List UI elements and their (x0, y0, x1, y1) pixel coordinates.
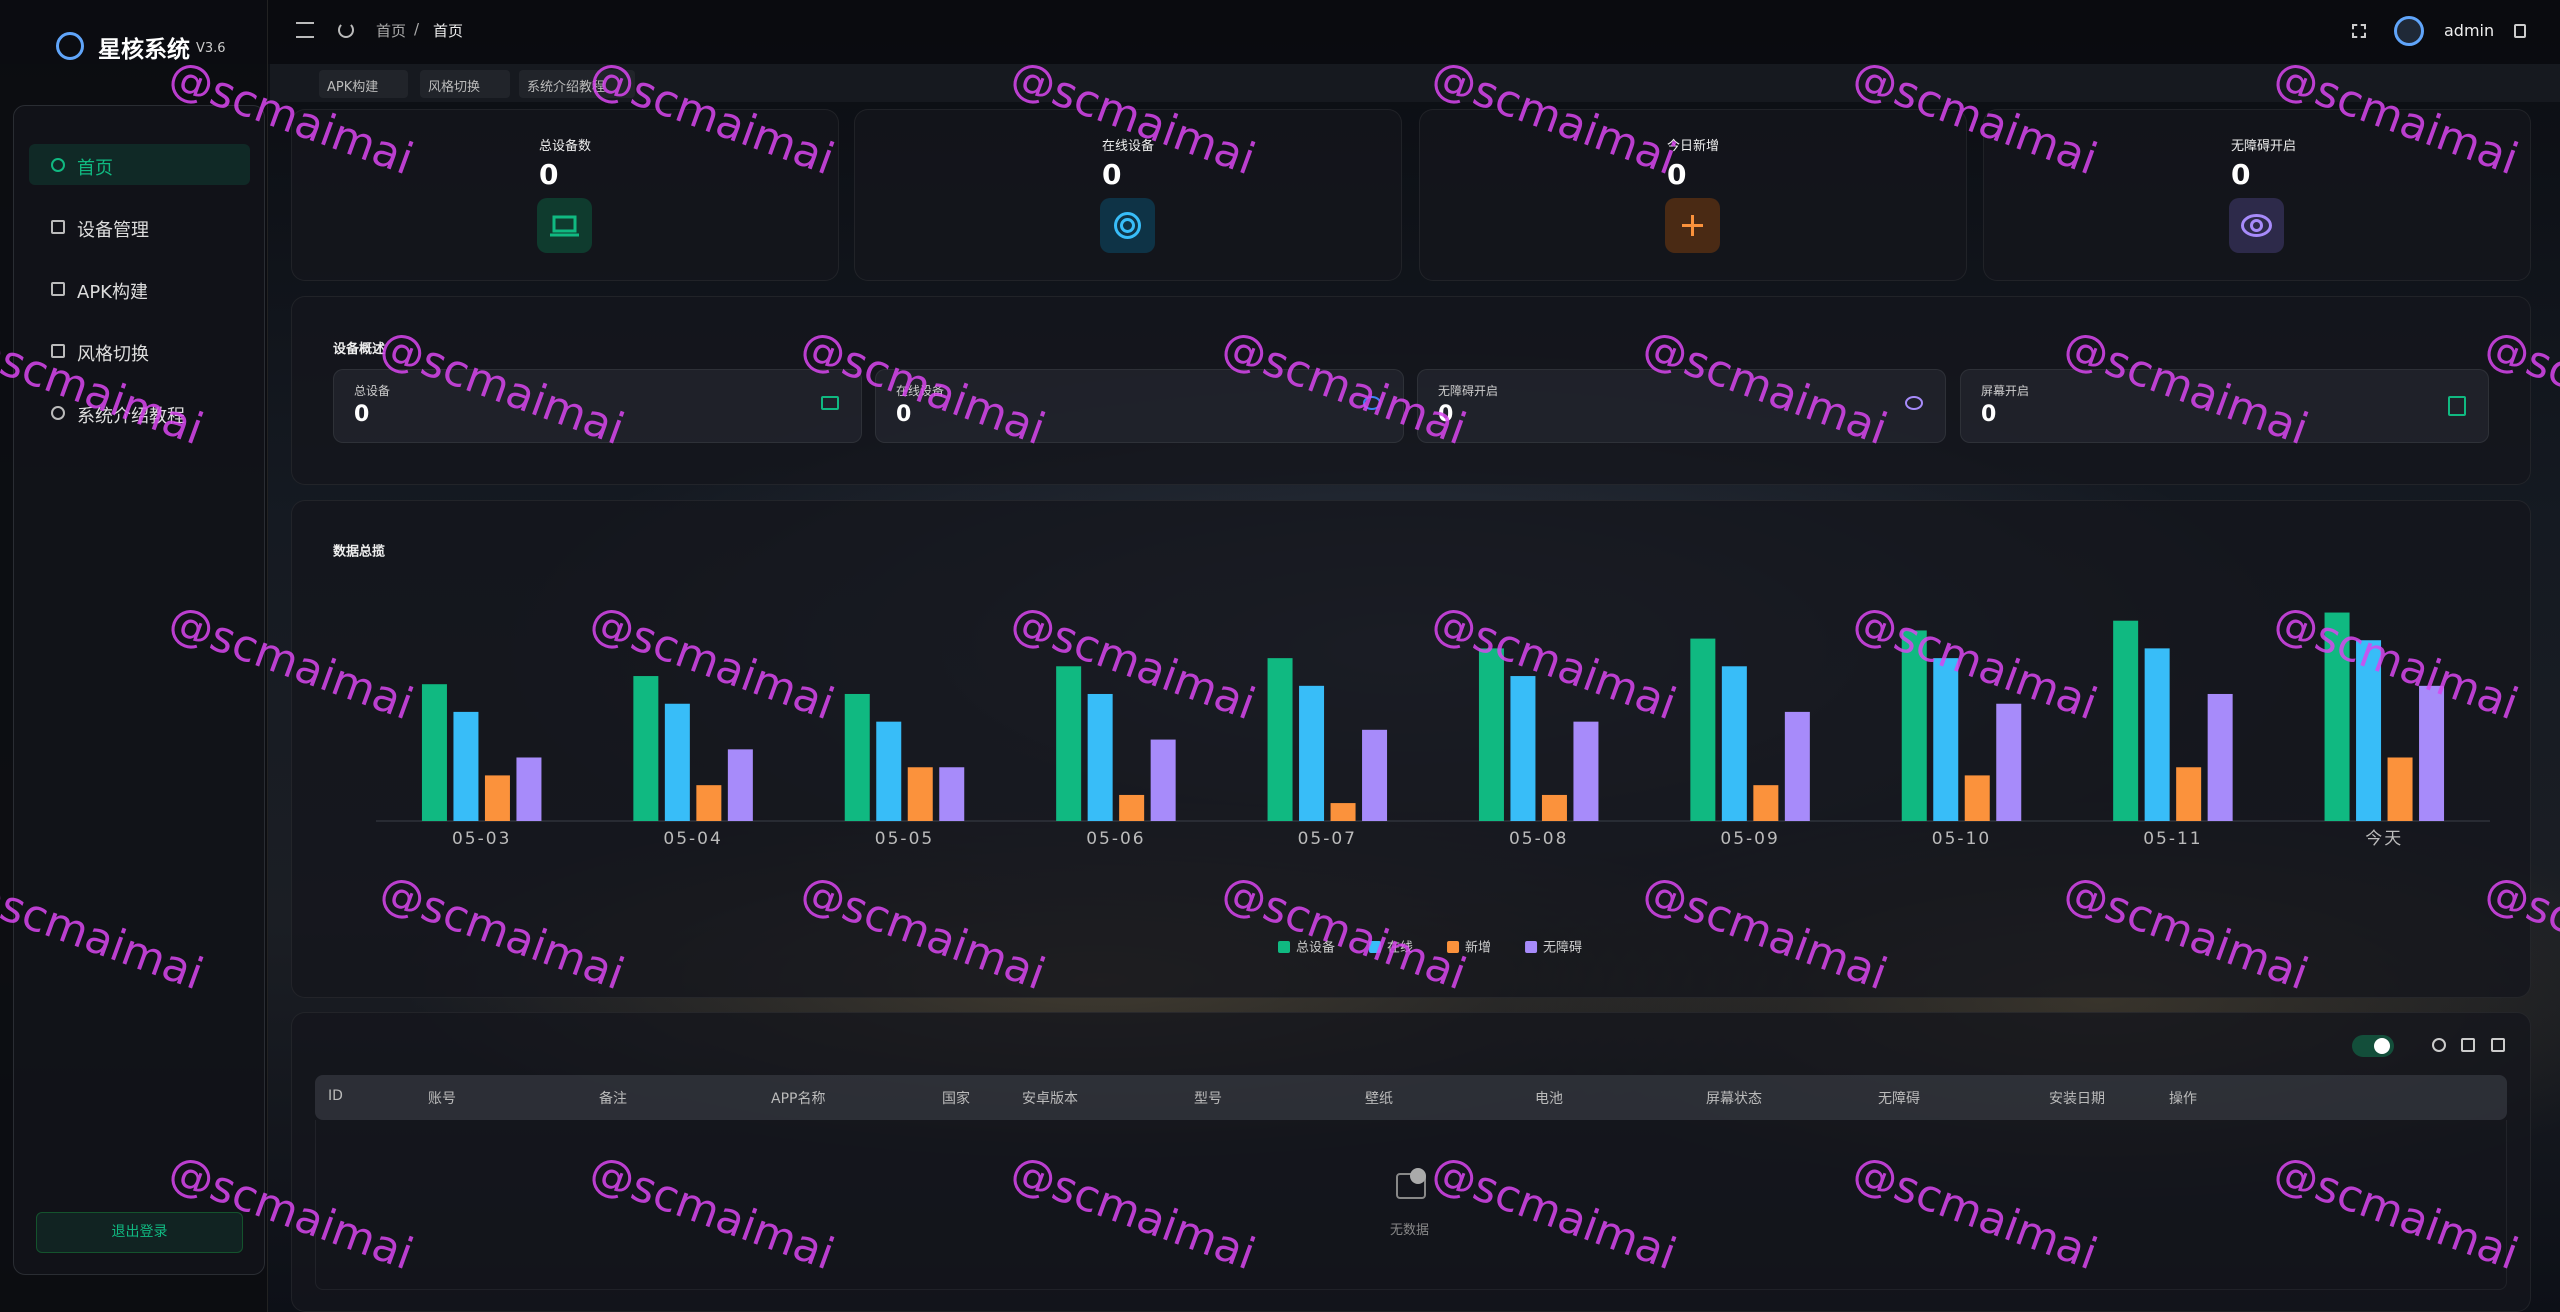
column-header: APP名称 (771, 1091, 826, 1107)
overview-label: 总设备 (354, 384, 391, 398)
menu-toggle[interactable] (296, 22, 314, 38)
tab[interactable]: APK构建 (319, 70, 409, 98)
overview-value: 0 (1981, 402, 1997, 427)
stat-icon (2229, 198, 2284, 253)
column-header: 型号 (1194, 1091, 1222, 1107)
empty-badge (1410, 1168, 1426, 1184)
brand: 星核系统 (98, 37, 190, 63)
chart-panel (291, 500, 2531, 998)
column-header: 安卓版本 (1022, 1091, 1078, 1107)
tab[interactable]: 风格切换 (420, 70, 511, 98)
toolbar-icon[interactable] (2461, 1038, 2475, 1052)
menu-item[interactable]: 风格切换 (77, 344, 149, 365)
column-header: 账号 (428, 1091, 456, 1107)
overview-card (1417, 369, 1946, 443)
menu-item[interactable]: 系统介绍教程 (77, 406, 185, 427)
icon (2241, 214, 2272, 237)
overview-card (333, 369, 862, 443)
overview-label: 在线设备 (896, 384, 945, 398)
stat-value: 0 (1667, 158, 1687, 191)
column-header: 电池 (1535, 1091, 1563, 1107)
stat-label: 今日新增 (1667, 139, 1720, 154)
breadcrumb-item[interactable]: 首页 (376, 22, 407, 40)
overview-icon (1363, 396, 1381, 410)
menu-item[interactable]: APK构建 (77, 282, 148, 303)
stat-value: 0 (2231, 158, 2251, 191)
stat-icon (1665, 198, 1720, 253)
breadcrumb-sep: / (414, 20, 420, 38)
user-name[interactable]: admin (2444, 21, 2495, 40)
stat-icon (537, 198, 592, 253)
overview-label: 无障碍开启 (1438, 384, 1499, 398)
overview-icon (2448, 396, 2466, 416)
column-header: 屏幕状态 (1706, 1091, 1762, 1107)
stat-value: 0 (539, 158, 559, 191)
overview-value: 0 (1438, 402, 1454, 427)
column-header: ID (328, 1088, 343, 1104)
stat-label: 在线设备 (1102, 139, 1155, 154)
logout-button[interactable]: 退出登录 (36, 1212, 243, 1253)
stat-value: 0 (1102, 158, 1122, 191)
menu-icon (51, 344, 65, 358)
column-header: 壁纸 (1365, 1091, 1393, 1107)
column-header: 国家 (942, 1091, 970, 1107)
overview-title: 设备概述 (333, 342, 386, 357)
menu-icon (51, 406, 65, 420)
breadcrumb-item: 首页 (433, 22, 464, 40)
brand-logo (56, 32, 84, 60)
icon (550, 215, 579, 237)
empty-text: 无数据 (1390, 1223, 1430, 1238)
refresh[interactable] (338, 22, 354, 38)
table-panel (291, 1012, 2531, 1312)
menu-active (29, 144, 250, 185)
overview-label: 屏幕开启 (1981, 384, 2030, 398)
menu-icon (51, 282, 65, 296)
tab[interactable]: 系统介绍教程 (519, 70, 636, 98)
menu-icon (51, 158, 65, 172)
overview-value: 0 (896, 402, 912, 427)
toolbar-icon[interactable] (2491, 1038, 2505, 1052)
overview-card (1960, 369, 2489, 443)
menu-item[interactable]: 设备管理 (77, 220, 149, 241)
column-header: 备注 (599, 1091, 627, 1107)
fullscreen[interactable] (2352, 24, 2366, 38)
overview-icon (821, 396, 839, 410)
overview-card (875, 369, 1404, 443)
logout-icon[interactable] (2514, 24, 2526, 38)
column-header: 安装日期 (2049, 1091, 2105, 1107)
stat-label: 总设备数 (539, 139, 592, 154)
stat-icon (1100, 198, 1155, 253)
menu-item[interactable]: 首页 (77, 158, 113, 179)
icon (1114, 212, 1141, 239)
icon (1682, 215, 1703, 236)
table-header (315, 1075, 2507, 1120)
toggle-knob (2374, 1038, 2390, 1054)
table-body (315, 1120, 2507, 1290)
version: V3.6 (196, 41, 226, 56)
stat-label: 无障碍开启 (2231, 139, 2297, 154)
sidebar (13, 105, 265, 1275)
overview-icon (1905, 396, 1923, 410)
avatar (2394, 16, 2424, 46)
overview-value: 0 (354, 402, 370, 427)
menu-icon (51, 220, 65, 234)
column-header: 操作 (2169, 1091, 2197, 1107)
toolbar-icon[interactable] (2432, 1038, 2446, 1052)
column-header: 无障碍 (1878, 1091, 1920, 1107)
tab-bar (270, 64, 2560, 102)
top-bar (0, 0, 2560, 64)
